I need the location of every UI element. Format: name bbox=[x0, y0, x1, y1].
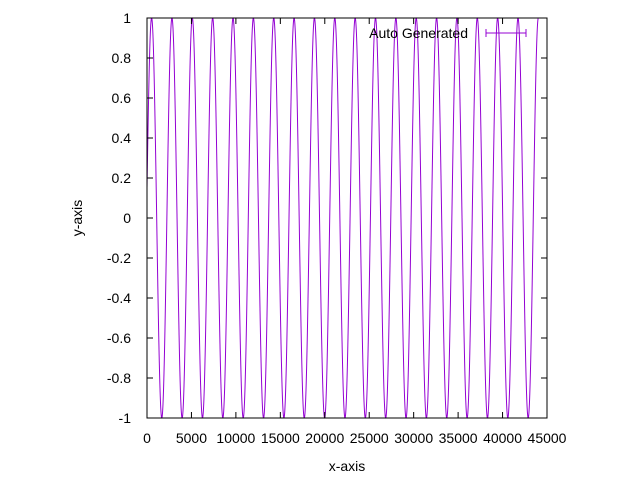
y-tick-label: -0.8 bbox=[107, 370, 131, 386]
x-tick-label: 40000 bbox=[483, 430, 522, 446]
y-tick-label: 0.4 bbox=[112, 130, 132, 146]
y-tick-label: 0 bbox=[123, 210, 131, 226]
x-tick-label: 45000 bbox=[528, 430, 567, 446]
x-tick-label: 10000 bbox=[216, 430, 255, 446]
legend: Auto Generated bbox=[369, 25, 527, 41]
ticks-layer bbox=[146, 17, 548, 419]
y-tick-label: -0.2 bbox=[107, 250, 131, 266]
legend-label: Auto Generated bbox=[369, 25, 468, 41]
plot-content bbox=[146, 17, 539, 419]
y-tick-label: 0.6 bbox=[112, 90, 132, 106]
plot-frame bbox=[146, 17, 548, 419]
y-tick-label: 0.2 bbox=[112, 170, 132, 186]
labels-layer: 0 5000 10000 15000 20000 25000 30000 35000 40000… bbox=[107, 10, 567, 446]
x-tick-label: 20000 bbox=[305, 430, 344, 446]
y-tick-label: -1 bbox=[119, 410, 132, 426]
y-axis-label: y-axis bbox=[69, 200, 85, 237]
x-tick-label: 35000 bbox=[439, 430, 478, 446]
x-tick-label: 0 bbox=[143, 430, 151, 446]
x-tick-label: 30000 bbox=[394, 430, 433, 446]
y-tick-label: -0.6 bbox=[107, 330, 131, 346]
x-tick-label: 25000 bbox=[350, 430, 389, 446]
y-tick-label: -0.4 bbox=[107, 290, 131, 306]
x-axis-label: x-axis bbox=[329, 458, 366, 474]
x-tick-label: 5000 bbox=[176, 430, 207, 446]
y-tick-label: 1 bbox=[123, 10, 131, 26]
y-tick-label: 0.8 bbox=[112, 50, 132, 66]
series-line bbox=[146, 17, 539, 419]
x-tick-label: 15000 bbox=[261, 430, 300, 446]
